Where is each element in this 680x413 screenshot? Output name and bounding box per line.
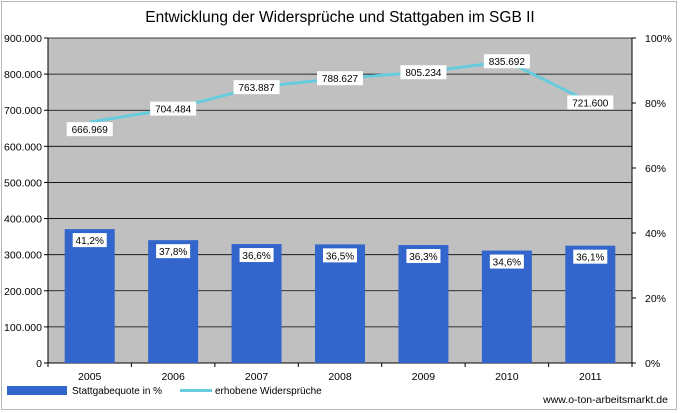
line-label: 788.627 xyxy=(322,74,359,85)
chart-title: Entwicklung der Widersprüche und Stattga… xyxy=(145,9,534,26)
bar-label: 41,2% xyxy=(76,236,104,247)
y-axis-right: 0% 20% 40% 60% 80% 100% xyxy=(631,33,672,370)
y-left-tick-label: 0 xyxy=(36,358,42,370)
line-label-box xyxy=(66,122,113,137)
bar-label-box xyxy=(323,248,357,263)
y-right-tick-label: 60% xyxy=(645,163,666,175)
line-label: 835.692 xyxy=(489,57,526,68)
y-right-tick-label: 80% xyxy=(645,98,666,110)
x-tick-label: 2008 xyxy=(328,371,352,383)
y-left-tick-label: 200.000 xyxy=(4,286,42,298)
bar-label-box xyxy=(489,254,524,269)
line-label: 721.600 xyxy=(572,98,609,109)
x-tick-label: 2009 xyxy=(412,371,436,383)
line-label: 704.484 xyxy=(155,105,192,116)
bar-label: 36,1% xyxy=(576,253,604,264)
x-tick-label: 2005 xyxy=(78,371,102,383)
y-right-tick-label: 20% xyxy=(645,293,666,305)
x-axis: 2005 2006 2007 2008 2009 2010 2011 xyxy=(47,362,633,383)
bar-label-box xyxy=(239,248,274,263)
bar-label-box xyxy=(72,233,107,248)
line-label-box xyxy=(567,95,614,110)
y-right-tick-label: 100% xyxy=(645,33,672,45)
bar-label-box xyxy=(406,249,441,264)
source-credit: www.o-ton-arbeitsmarkt.de xyxy=(542,394,668,406)
bar xyxy=(64,229,115,363)
line-label-box xyxy=(400,65,447,80)
y-left-tick-label: 100.000 xyxy=(4,322,42,334)
y-left-tick-label: 600.000 xyxy=(4,141,42,153)
x-tick-label: 2010 xyxy=(495,371,519,383)
legend: Stattgabequote in % erhobene Widersprüch… xyxy=(7,386,322,397)
line-label: 666.969 xyxy=(72,125,109,136)
line-label-box xyxy=(317,71,363,86)
y-left-tick-label: 400.000 xyxy=(4,214,42,226)
x-tick-label: 2007 xyxy=(245,371,269,383)
line-label-box xyxy=(483,54,530,69)
bar-label: 34,6% xyxy=(493,258,521,269)
y-left-tick-label: 900.000 xyxy=(4,33,42,45)
y-right-tick-label: 40% xyxy=(645,228,666,240)
line-series: 666.969 704.484 763.887 788.627 805.234 835.6… xyxy=(66,54,614,137)
bar-label: 36,5% xyxy=(326,251,354,262)
bar xyxy=(565,245,616,363)
bar xyxy=(231,244,282,363)
y-right-tick-label: 0% xyxy=(645,358,660,370)
bar-series: 41,2% 37,8% 36,6% 36,5% 36,3% 34,6% 36,1% xyxy=(64,229,616,363)
y-left-tick-label: 700.000 xyxy=(4,105,42,117)
bar xyxy=(481,250,532,363)
bar xyxy=(148,240,199,363)
bar xyxy=(398,245,449,363)
y-left-tick-label: 500.000 xyxy=(4,177,42,189)
x-tick-label: 2011 xyxy=(579,371,602,383)
legend-swatch-bars xyxy=(7,386,67,395)
y-axis-left: 0 100.000 200.000 300.000 400.000 500.000 600.… xyxy=(4,33,49,370)
bar-label: 36,3% xyxy=(409,252,437,263)
bar-label: 37,8% xyxy=(159,247,187,258)
line-label-box xyxy=(233,80,280,95)
y-left-tick-label: 800.000 xyxy=(4,69,42,81)
line-label-box xyxy=(150,101,197,116)
x-tick-label: 2006 xyxy=(161,371,185,383)
y-left-tick-label: 300.000 xyxy=(4,250,42,262)
bar-label: 36,6% xyxy=(242,251,270,262)
legend-label-bars: Stattgabequote in % xyxy=(72,386,162,397)
bar-label-box xyxy=(156,244,191,259)
bar xyxy=(315,244,365,363)
legend-label-line: erhobene Widersprüche xyxy=(215,386,322,397)
bar-label-box xyxy=(573,249,608,264)
line-label: 805.234 xyxy=(405,68,442,79)
line-label: 763.887 xyxy=(238,83,275,94)
